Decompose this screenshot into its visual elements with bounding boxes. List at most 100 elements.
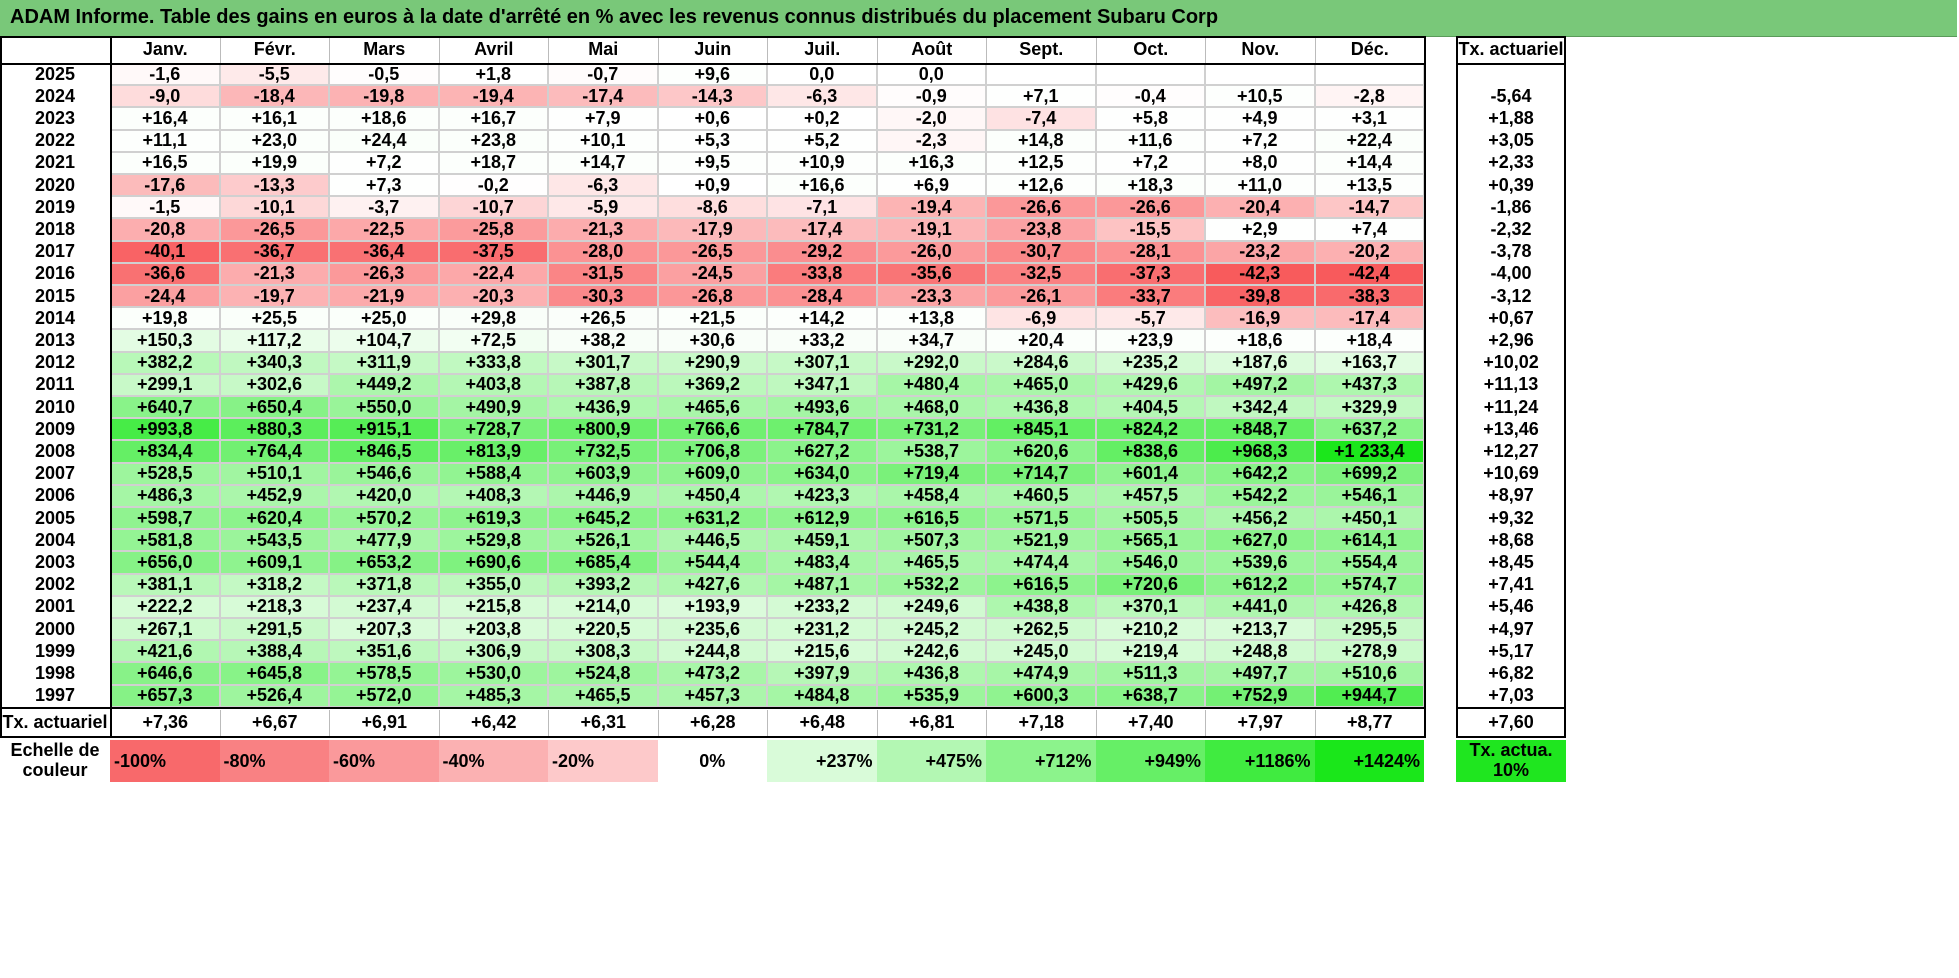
rate-cell: -3,78 [1490, 241, 1532, 262]
table-cell: 0,0 [767, 63, 877, 86]
table-cell: +944,7 [1314, 684, 1424, 707]
table-cell: -25,8 [438, 218, 548, 241]
table-cell: +474,4 [986, 551, 1096, 574]
frame-line [1564, 36, 1566, 738]
table-cell: -26,0 [876, 240, 986, 263]
table-cell: +507,3 [876, 529, 986, 552]
table-cell: +16,4 [110, 107, 220, 130]
table-cell: +728,7 [438, 418, 548, 441]
table-cell: +16,1 [219, 107, 329, 130]
table-cell: +193,9 [657, 595, 767, 618]
table-cell: +634,0 [767, 462, 877, 485]
month-header: Mars [329, 36, 439, 63]
table-cell: +242,6 [876, 640, 986, 663]
month-header: Sept. [986, 36, 1096, 63]
total-row-label: Tx. actuariel [2, 712, 108, 733]
table-cell: +423,3 [767, 484, 877, 507]
table-cell: +450,4 [657, 484, 767, 507]
table-cell: +403,8 [438, 373, 548, 396]
total-cell: +6,31 [548, 709, 658, 736]
year-label: 1999 [34, 640, 76, 661]
table-cell: -0,2 [438, 174, 548, 197]
table-cell: +571,5 [986, 507, 1096, 530]
table-cell: +880,3 [219, 418, 329, 441]
table-cell: +7,3 [329, 174, 439, 197]
table-cell: +295,5 [1314, 618, 1424, 641]
frame-line [0, 706, 1426, 709]
table-cell [986, 63, 1096, 86]
table-cell: +117,2 [219, 329, 329, 352]
table-cell: +483,4 [767, 551, 877, 574]
table-cell: +3,1 [1314, 107, 1424, 130]
table-cell: +13,5 [1314, 174, 1424, 197]
table-cell: +302,6 [219, 373, 329, 396]
scale-step: +949% [1095, 740, 1205, 782]
total-cell: +6,42 [438, 709, 549, 736]
table-cell: +438,8 [986, 595, 1096, 618]
table-cell: +292,0 [876, 351, 986, 374]
table-cell: +22,4 [1314, 129, 1424, 152]
table-cell: +603,9 [548, 462, 658, 485]
rate-cell: +7,41 [1488, 574, 1534, 595]
rate-cell: +5,46 [1488, 596, 1534, 617]
table-cell: +619,3 [438, 507, 548, 530]
rate-cell: +8,97 [1488, 485, 1534, 506]
table-cell: -9,0 [110, 85, 220, 108]
table-cell: -19,8 [329, 85, 439, 108]
table-cell: +244,8 [657, 640, 767, 663]
table-cell: -3,7 [329, 196, 439, 219]
year-label: 2024 [34, 85, 76, 106]
table-cell: +25,0 [329, 307, 439, 330]
table-cell: +18,6 [1205, 329, 1315, 352]
table-cell: +23,9 [1095, 329, 1205, 352]
table-cell: +23,8 [438, 129, 548, 152]
table-cell: +30,6 [657, 329, 767, 352]
total-cell: +6,48 [767, 709, 877, 736]
table-cell: -28,0 [548, 240, 658, 263]
table-cell: +203,8 [438, 618, 548, 641]
table-cell: +452,9 [219, 484, 329, 507]
table-cell: +7,4 [1314, 218, 1424, 241]
year-label: 2020 [34, 174, 76, 195]
rate-cell: +10,69 [1483, 463, 1539, 484]
table-cell: 0,0 [876, 63, 986, 86]
table-cell: +846,5 [329, 440, 439, 463]
table-cell: +524,8 [548, 662, 658, 685]
table-cell: +5,8 [1095, 107, 1205, 130]
table-cell: +616,5 [986, 573, 1096, 596]
table-cell: +187,6 [1205, 351, 1315, 374]
year-label: 1997 [34, 685, 76, 706]
year-label: 2005 [34, 507, 76, 528]
table-cell: -0,9 [876, 85, 986, 108]
table-cell: +16,5 [110, 151, 220, 174]
table-cell: -0,4 [1095, 85, 1205, 108]
table-cell: +653,2 [329, 551, 439, 574]
rate-cell: +8,68 [1488, 529, 1534, 550]
table-cell: -5,7 [1095, 307, 1205, 330]
scale-rate-box: Tx. actua. 10% [1456, 740, 1566, 782]
table-cell: -10,7 [438, 196, 548, 219]
table-cell: +457,3 [657, 684, 767, 707]
table-cell: +578,5 [329, 662, 439, 685]
table-cell: +436,8 [986, 396, 1096, 419]
table-cell: +14,4 [1314, 151, 1424, 174]
table-cell: +459,1 [767, 529, 877, 552]
table-cell: +645,8 [219, 662, 329, 685]
table-cell: +640,7 [110, 396, 220, 419]
total-cell: +7,97 [1205, 709, 1315, 736]
table-cell: +474,9 [986, 662, 1096, 685]
table-cell: +16,7 [438, 107, 548, 130]
table-cell: +4,9 [1205, 107, 1315, 130]
table-cell: +12,6 [986, 174, 1096, 197]
total-cell: +7,36 [110, 709, 220, 736]
table-cell: +19,8 [110, 307, 220, 330]
table-cell: +546,0 [1095, 551, 1205, 574]
rate-cell: +7,03 [1488, 685, 1534, 706]
table-cell: +1,8 [438, 63, 548, 86]
frame-line [1456, 36, 1458, 738]
table-cell: +714,7 [986, 462, 1096, 485]
table-cell: +382,2 [110, 351, 220, 374]
table-cell: +550,0 [329, 396, 439, 419]
table-cell: +333,8 [438, 351, 548, 374]
table-cell: +436,9 [548, 396, 658, 419]
